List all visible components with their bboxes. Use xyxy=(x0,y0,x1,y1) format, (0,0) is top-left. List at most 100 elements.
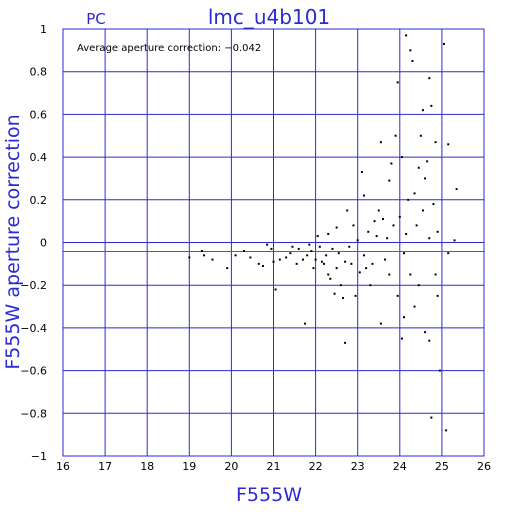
plot-frame xyxy=(62,28,485,457)
data-point xyxy=(428,237,431,240)
data-points xyxy=(188,34,458,432)
data-point xyxy=(392,224,395,227)
data-point xyxy=(398,215,401,218)
data-point xyxy=(295,262,298,265)
data-point xyxy=(436,294,439,297)
x-tick-label: 22 xyxy=(309,460,323,473)
data-point xyxy=(381,218,384,221)
data-point xyxy=(373,220,376,223)
data-point xyxy=(358,271,361,274)
data-point xyxy=(386,237,389,240)
data-point xyxy=(348,245,351,248)
data-point xyxy=(341,297,344,300)
data-point xyxy=(297,247,300,250)
data-point xyxy=(394,134,397,137)
data-point xyxy=(405,232,408,235)
data-point xyxy=(407,198,410,201)
data-point xyxy=(436,230,439,233)
y-tick-label: 0.2 xyxy=(30,194,48,207)
data-point xyxy=(203,254,206,257)
y-tick-label: 1 xyxy=(40,23,47,36)
x-axis-label: F555W xyxy=(236,484,302,506)
data-point xyxy=(323,262,326,265)
data-point xyxy=(369,284,372,287)
data-point xyxy=(430,416,433,419)
data-point xyxy=(266,243,269,246)
data-point xyxy=(344,260,347,263)
data-point xyxy=(314,258,317,261)
data-point xyxy=(445,429,448,432)
data-point xyxy=(200,250,203,253)
data-point xyxy=(438,369,441,372)
data-point xyxy=(335,267,338,270)
data-point xyxy=(306,254,309,257)
data-point xyxy=(274,288,277,291)
data-point xyxy=(318,245,321,248)
data-point xyxy=(331,247,334,250)
data-point xyxy=(443,42,446,45)
x-tick-label: 21 xyxy=(267,460,281,473)
data-point xyxy=(417,166,420,169)
y-axis-label: F555W aperture correction xyxy=(2,114,24,369)
data-point xyxy=(363,194,366,197)
data-point xyxy=(421,109,424,112)
data-point xyxy=(403,252,406,255)
data-point xyxy=(285,256,288,259)
data-point xyxy=(211,258,214,261)
data-point xyxy=(409,49,412,52)
y-tick-label: 0.4 xyxy=(30,151,48,164)
y-tick-label: 0 xyxy=(40,237,47,250)
data-point xyxy=(424,331,427,334)
y-tick-label: 0.6 xyxy=(30,108,48,121)
y-tick-label: −0.2 xyxy=(20,279,47,292)
data-point xyxy=(291,245,294,248)
data-point xyxy=(325,254,328,257)
data-point xyxy=(352,224,355,227)
data-point xyxy=(234,254,237,257)
data-point xyxy=(453,239,456,242)
data-point xyxy=(434,273,437,276)
data-point xyxy=(413,305,416,308)
data-point xyxy=(329,277,332,280)
data-point xyxy=(188,256,191,259)
data-point xyxy=(337,252,340,255)
data-point xyxy=(312,267,315,270)
x-tick-label: 25 xyxy=(435,460,449,473)
x-tick-label: 20 xyxy=(224,460,238,473)
x-tick-label: 24 xyxy=(393,460,407,473)
data-point xyxy=(320,260,323,263)
data-point xyxy=(430,104,433,107)
y-tick-label: −1 xyxy=(31,450,47,463)
data-point xyxy=(270,247,273,250)
data-point xyxy=(400,337,403,340)
x-tick-label: 18 xyxy=(140,460,154,473)
data-point xyxy=(301,258,304,261)
data-point xyxy=(339,284,342,287)
data-point xyxy=(243,250,246,253)
data-point xyxy=(377,209,380,212)
data-point xyxy=(421,209,424,212)
data-point xyxy=(335,226,338,229)
data-point xyxy=(316,235,319,238)
data-point xyxy=(379,322,382,325)
data-point xyxy=(411,60,414,63)
tick-labels: 16 17 18 19 20 21 22 23 24 25 26 1 0.8 0.6 0.4 0.2 0 −0.2… xyxy=(20,23,491,473)
x-tick-label: 17 xyxy=(98,460,112,473)
data-point xyxy=(428,339,431,342)
data-point xyxy=(327,273,330,276)
data-point xyxy=(434,141,437,144)
data-point xyxy=(360,171,363,174)
data-point xyxy=(308,243,311,246)
data-point xyxy=(388,273,391,276)
detector-label: PC xyxy=(86,10,106,28)
y-tick-label: 0.8 xyxy=(30,66,48,79)
y-tick-label: −0.8 xyxy=(20,407,47,420)
data-point xyxy=(409,273,412,276)
data-point xyxy=(346,209,349,212)
data-point xyxy=(375,235,378,238)
average-correction-note: Average aperture correction: −0.042 xyxy=(77,43,261,54)
data-point xyxy=(379,141,382,144)
x-tick-label: 16 xyxy=(56,460,70,473)
